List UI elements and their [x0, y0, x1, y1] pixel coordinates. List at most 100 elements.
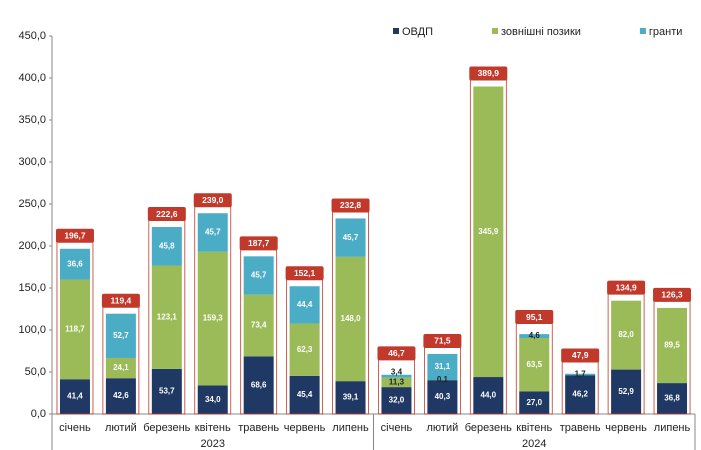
x-tick-label: липень	[654, 422, 691, 434]
bar-segment	[657, 307, 688, 384]
bar-segment	[335, 381, 366, 414]
value-label: 11,3	[389, 377, 405, 386]
value-label: 24,1	[113, 363, 129, 372]
value-label: 159,3	[203, 314, 224, 323]
value-label: 45,7	[251, 271, 267, 280]
bar-segment	[335, 218, 366, 257]
value-label: 345,9	[478, 227, 499, 236]
value-label: 148,0	[341, 314, 362, 323]
value-label: 45,4	[297, 390, 313, 399]
x-tick-label: травень	[238, 422, 279, 434]
value-label: 31,1	[435, 362, 451, 371]
value-label: 40,3	[435, 392, 451, 401]
bar-segment	[657, 383, 688, 414]
value-label: 44,4	[297, 300, 313, 309]
value-label: 36,6	[67, 259, 83, 268]
bar-segment	[243, 294, 274, 357]
total-box	[331, 198, 370, 213]
total-label: 95,1	[526, 312, 543, 322]
bar-segment	[611, 369, 642, 414]
total-label: 196,7	[64, 231, 86, 241]
bar-segment	[427, 380, 458, 414]
value-label: 82,0	[618, 330, 634, 339]
value-label: 4,6	[529, 331, 541, 340]
bar-segment	[611, 300, 642, 370]
bar-segment	[59, 379, 90, 414]
total-label: 47,9	[572, 350, 589, 360]
bar-segment	[197, 213, 228, 252]
bar-segment	[243, 356, 274, 414]
value-label: 45,8	[159, 241, 175, 250]
total-box	[239, 236, 278, 251]
bar-segment	[381, 387, 412, 414]
bar-segment	[335, 256, 366, 382]
y-tick-label: 0,0	[31, 408, 46, 420]
value-label: 123,1	[157, 312, 178, 321]
x-tick-label: липень	[332, 422, 369, 434]
total-label: 46,7	[388, 348, 405, 358]
bar-segment	[289, 323, 320, 376]
value-label: 52,9	[618, 387, 634, 396]
x-tick-label: березень	[465, 422, 512, 434]
value-label: 3,4	[391, 367, 403, 376]
value-label: 27,0	[526, 398, 542, 407]
bar-segment	[427, 353, 458, 381]
bar-segment	[519, 391, 550, 414]
value-label: 41,4	[67, 392, 83, 401]
value-label: 46,2	[572, 390, 588, 399]
bar-segment	[105, 378, 136, 414]
bar-segment	[565, 375, 596, 414]
bar-segment	[565, 373, 596, 376]
value-label: 45,7	[205, 228, 221, 237]
y-tick-label: 100,0	[18, 324, 46, 336]
total-box	[607, 280, 646, 295]
x-tick-label: червень	[284, 422, 326, 434]
x-tick-label: квітень	[195, 422, 231, 434]
bar-segment	[197, 251, 228, 386]
bar-segment	[59, 248, 90, 280]
y-tick-label: 150,0	[18, 282, 46, 294]
y-tick-label: 250,0	[18, 198, 46, 210]
y-tick-label: 350,0	[18, 114, 46, 126]
value-label: 68,6	[251, 380, 267, 389]
total-box	[147, 207, 186, 222]
total-label: 232,8	[340, 200, 362, 210]
bar-segment	[59, 279, 90, 380]
total-label: 389,9	[478, 68, 500, 78]
total-box	[515, 310, 554, 325]
total-box	[469, 66, 508, 81]
total-box	[55, 228, 94, 243]
value-label: 44,0	[481, 391, 497, 400]
x-tick-label: березень	[143, 422, 190, 434]
x-tick-label: січень	[381, 422, 413, 434]
bar-segment	[243, 256, 274, 295]
bar-segment	[151, 368, 182, 414]
bar-segment	[289, 375, 320, 414]
total-box	[561, 348, 600, 363]
group-label: 2024	[522, 438, 546, 450]
legend-swatch	[393, 28, 399, 34]
bar-segment	[289, 286, 320, 324]
y-tick-label: 50,0	[25, 366, 46, 378]
value-label: 52,7	[113, 331, 129, 340]
bar-segment	[473, 377, 504, 414]
value-label: 34,0	[205, 395, 221, 404]
x-tick-label: травень	[560, 422, 601, 434]
group-label: 2023	[201, 438, 225, 450]
legend-label: гранти	[649, 26, 683, 38]
total-box	[377, 346, 416, 361]
bar-segment	[197, 385, 228, 414]
total-label: 222,6	[156, 209, 178, 219]
legend-label: зовнішні позики	[501, 26, 581, 38]
bar-segment	[519, 334, 550, 338]
legend-swatch	[492, 28, 499, 34]
total-label: 134,9	[615, 282, 637, 292]
x-tick-label: січень	[59, 422, 91, 434]
total-box	[423, 333, 462, 348]
value-label: 89,5	[664, 341, 680, 350]
bar-segment	[381, 374, 412, 378]
y-tick-label: 400,0	[18, 72, 46, 84]
y-tick-label: 200,0	[18, 240, 46, 252]
value-label: 73,4	[251, 321, 267, 330]
